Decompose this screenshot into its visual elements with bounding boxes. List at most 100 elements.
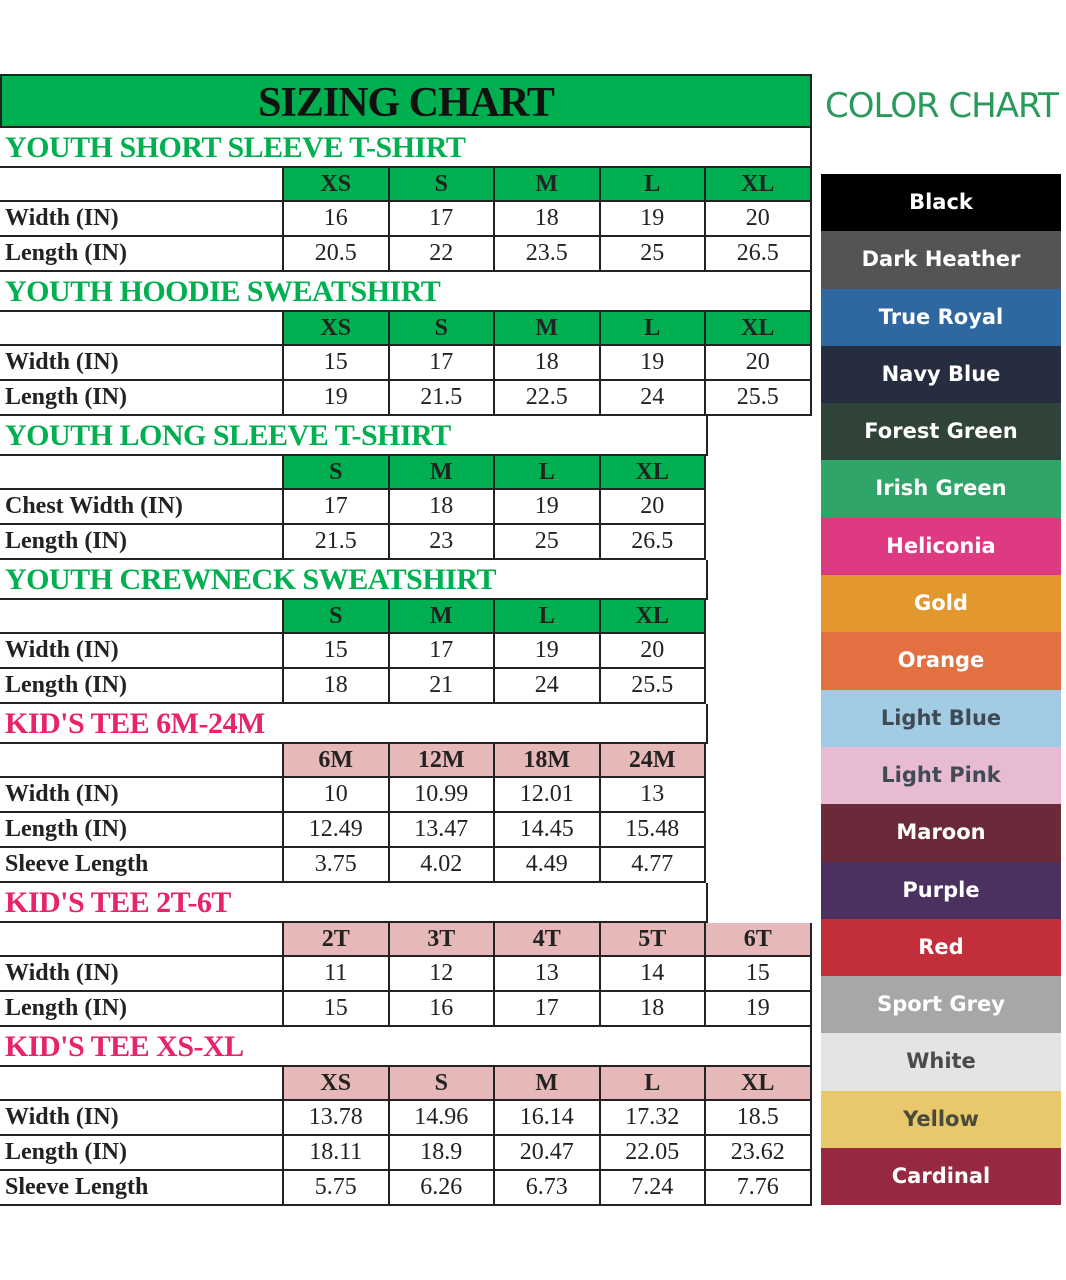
size-header-cell: M: [495, 312, 601, 344]
size-header-cell: XS: [284, 312, 390, 344]
measurement-label: Length (IN): [0, 525, 284, 558]
measurement-value: 18: [495, 202, 601, 235]
measurement-row: Width (IN) 10 10.99 12.01 13: [0, 778, 706, 813]
size-table: KID'S TEE 2T-6T 2T 3T 4T 5T 6T Width (IN) 11 12 1…: [0, 883, 812, 1027]
measurement-value: 19: [601, 202, 706, 235]
color-swatch: Forest Green: [821, 403, 1061, 461]
measurement-value: 18.11: [284, 1136, 390, 1169]
color-swatch: Orange: [821, 632, 1061, 690]
measurement-value: 25: [495, 525, 601, 558]
measurement-row: Width (IN) 15 17 18 19 20: [0, 346, 812, 381]
section-title: YOUTH HOODIE SWEATSHIRT: [0, 272, 812, 312]
measurement-value: 19: [706, 992, 812, 1025]
measurement-label: Width (IN): [0, 346, 284, 379]
size-header-cell: 6M: [284, 744, 390, 776]
header-blank: [0, 456, 284, 488]
measurement-row: Length (IN) 19 21.5 22.5 24 25.5: [0, 381, 812, 416]
measurement-row: Length (IN) 12.49 13.47 14.45 15.48: [0, 813, 706, 848]
measurement-value: 17: [495, 992, 601, 1025]
measurement-value: 7.76: [706, 1171, 812, 1204]
size-header-cell: M: [389, 456, 495, 488]
measurement-value: 22.05: [601, 1136, 706, 1169]
measurement-row: Length (IN) 21.5 23 25 26.5: [0, 525, 706, 560]
size-header-cell: M: [495, 1067, 601, 1099]
measurement-value: 18: [495, 346, 601, 379]
measurement-label: Length (IN): [0, 669, 284, 702]
section-title: YOUTH SHORT SLEEVE T-SHIRT: [0, 128, 812, 168]
measurement-label: Length (IN): [0, 813, 284, 846]
measurement-value: 24: [495, 669, 601, 702]
size-header-cell: S: [284, 456, 390, 488]
measurement-value: 15.48: [601, 813, 706, 846]
measurement-value: 18.5: [706, 1101, 812, 1134]
measurement-value: 16: [284, 202, 390, 235]
size-header-cell: XL: [706, 168, 812, 200]
size-header-row: 6M 12M 18M 24M: [0, 744, 706, 778]
measurement-value: 15: [284, 634, 390, 667]
size-header-cell: S: [389, 312, 495, 344]
measurement-value: 26.5: [706, 237, 812, 270]
color-swatch: Black: [821, 174, 1061, 232]
size-header-cell: 5T: [600, 923, 706, 955]
size-header-row: S M L XL: [0, 456, 706, 490]
measurement-value: 14: [601, 957, 706, 990]
size-header-cell: XS: [284, 168, 390, 200]
size-header-cell: 24M: [600, 744, 706, 776]
measurement-value: 16: [390, 992, 495, 1025]
measurement-value: 23.5: [495, 237, 601, 270]
measurement-value: 20.5: [284, 237, 390, 270]
size-header-cell: 3T: [389, 923, 495, 955]
measurement-label: Length (IN): [0, 381, 284, 414]
measurement-value: 17: [390, 634, 495, 667]
measurement-value: 12: [390, 957, 495, 990]
size-table: YOUTH HOODIE SWEATSHIRT XS S M L XL Width (IN)…: [0, 272, 812, 416]
measurement-row: Width (IN) 16 17 18 19 20: [0, 202, 812, 237]
header-blank: [0, 600, 284, 632]
size-header-cell: L: [495, 600, 601, 632]
size-header-row: 2T 3T 4T 5T 6T: [0, 923, 812, 957]
measurement-value: 10: [284, 778, 390, 811]
color-swatch: Red: [821, 918, 1061, 977]
measurement-value: 16.14: [495, 1101, 601, 1134]
measurement-value: 20.47: [495, 1136, 601, 1169]
measurement-value: 15: [284, 992, 390, 1025]
color-swatch: Irish Green: [821, 460, 1061, 518]
size-header-cell: XL: [706, 312, 812, 344]
color-swatch: Heliconia: [821, 517, 1061, 576]
measurement-value: 21: [390, 669, 495, 702]
measurement-value: 17.32: [601, 1101, 706, 1134]
size-header-cell: 12M: [389, 744, 495, 776]
size-header-cell: L: [600, 1067, 706, 1099]
color-swatch: Sport Grey: [821, 976, 1061, 1034]
size-table: KID'S TEE 6M-24M 6M 12M 18M 24M Width (IN) 10 1…: [0, 704, 812, 883]
measurement-row: Length (IN) 20.5 22 23.5 25 26.5: [0, 237, 812, 272]
measurement-value: 3.75: [284, 848, 390, 881]
measurement-value: 20: [706, 202, 812, 235]
measurement-value: 23: [390, 525, 495, 558]
measurement-label: Width (IN): [0, 634, 284, 667]
size-header-cell: 4T: [495, 923, 601, 955]
measurement-value: 15: [706, 957, 812, 990]
size-header-cell: L: [495, 456, 601, 488]
size-header-row: XS S M L XL: [0, 168, 812, 202]
measurement-label: Sleeve Length: [0, 848, 284, 881]
size-table: YOUTH CREWNECK SWEATSHIRT S M L XL Width (IN)…: [0, 560, 812, 704]
measurement-value: 20: [601, 490, 706, 523]
measurement-label: Length (IN): [0, 992, 284, 1025]
measurement-value: 18: [390, 490, 495, 523]
measurement-value: 25.5: [601, 669, 706, 702]
section-title: YOUTH CREWNECK SWEATSHIRT: [0, 560, 708, 600]
size-header-row: XS S M L XL: [0, 1067, 812, 1101]
color-swatch: Light Pink: [821, 746, 1061, 805]
measurement-label: Width (IN): [0, 957, 284, 990]
measurement-value: 17: [390, 346, 495, 379]
size-table: YOUTH LONG SLEEVE T-SHIRT S M L XL Chest Widt…: [0, 416, 812, 560]
measurement-row: Sleeve Length 3.75 4.02 4.49 4.77: [0, 848, 706, 883]
measurement-value: 15: [284, 346, 390, 379]
measurement-row: Length (IN) 18 21 24 25.5: [0, 669, 706, 704]
measurement-value: 18.9: [390, 1136, 495, 1169]
size-header-cell: S: [389, 168, 495, 200]
measurement-value: 21.5: [390, 381, 495, 414]
measurement-value: 13.47: [390, 813, 495, 846]
measurement-label: Length (IN): [0, 237, 284, 270]
